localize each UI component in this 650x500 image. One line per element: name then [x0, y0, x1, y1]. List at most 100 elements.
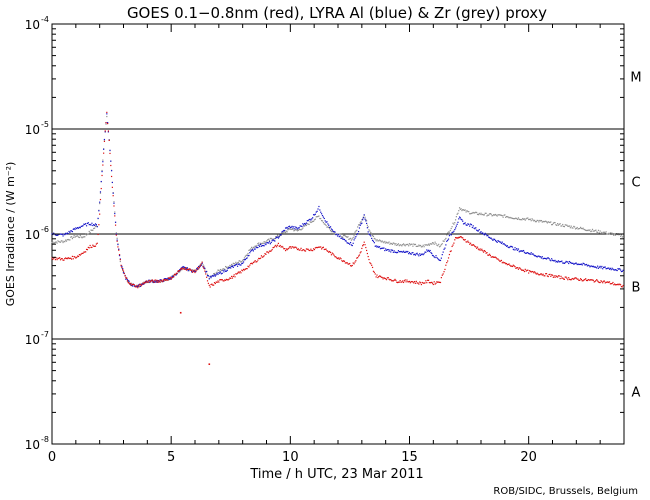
data-point: [517, 249, 519, 251]
data-point: [406, 251, 408, 253]
data-point: [438, 243, 440, 245]
data-point: [310, 219, 312, 221]
data-point: [223, 271, 225, 273]
data-point: [603, 280, 606, 282]
data-point: [118, 254, 121, 256]
data-point: [94, 227, 96, 229]
data-point: [401, 281, 403, 283]
data-point: [309, 249, 311, 252]
data-point: [532, 219, 534, 221]
data-point: [622, 269, 624, 271]
data-point: [328, 251, 330, 253]
data-point: [159, 281, 161, 283]
data-point: [412, 245, 414, 247]
data-point: [360, 251, 362, 253]
data-point: [134, 286, 136, 288]
data-point: [225, 265, 227, 268]
data-point: [484, 212, 486, 214]
data-point: [185, 267, 188, 269]
data-point: [549, 259, 551, 261]
data-point: [397, 250, 400, 252]
data-point: [263, 241, 265, 243]
data-point: [284, 248, 286, 250]
data-point: [118, 254, 121, 257]
data-point: [589, 266, 591, 268]
data-point: [421, 281, 423, 284]
data-point: [248, 249, 250, 252]
data-point: [483, 249, 486, 252]
data-point: [276, 236, 278, 238]
data-point: [611, 232, 613, 234]
data-point: [573, 225, 575, 228]
data-point: [398, 251, 400, 253]
data-point: [501, 241, 503, 243]
data-point: [597, 280, 599, 282]
data-point: [400, 244, 402, 246]
data-point: [428, 244, 430, 246]
data-point: [162, 280, 165, 282]
data-point: [583, 279, 585, 281]
data-point: [433, 243, 435, 245]
data-point: [105, 123, 107, 125]
data-point: [414, 280, 416, 283]
data-point: [284, 229, 286, 232]
data-point: [115, 232, 117, 234]
data-point: [83, 236, 85, 238]
data-point: [339, 257, 341, 259]
data-point: [386, 249, 388, 251]
data-point: [294, 228, 296, 230]
data-point: [427, 250, 429, 252]
data-point: [593, 281, 595, 283]
data-point: [508, 217, 510, 219]
data-point: [215, 281, 217, 283]
data-point: [260, 255, 263, 257]
data-point: [455, 237, 457, 239]
data-point: [63, 240, 65, 242]
data-point: [320, 218, 322, 220]
data-point: [138, 285, 140, 287]
data-point: [382, 241, 384, 243]
data-point: [188, 270, 190, 272]
data-point: [121, 266, 123, 269]
data-point: [468, 241, 470, 244]
data-point: [222, 269, 224, 272]
data-point: [61, 240, 63, 242]
data-point: [518, 251, 520, 253]
data-point: [459, 236, 461, 238]
data-point: [269, 237, 271, 240]
data-point: [331, 252, 333, 254]
data-point: [488, 213, 491, 215]
data-point: [70, 230, 73, 232]
data-point: [346, 242, 348, 244]
x-tick-label: 15: [401, 450, 418, 465]
data-point: [243, 259, 246, 261]
data-point: [242, 258, 245, 261]
data-point: [207, 275, 210, 277]
data-point: [503, 243, 505, 245]
data-point: [94, 245, 97, 247]
data-point: [300, 229, 302, 231]
data-point: [500, 214, 503, 216]
data-point: [195, 269, 197, 271]
data-point: [238, 272, 240, 274]
data-point: [357, 226, 359, 228]
data-point: [531, 253, 533, 255]
data-point: [392, 251, 394, 253]
data-point: [257, 243, 259, 245]
data-point: [506, 264, 508, 266]
data-point: [245, 257, 247, 260]
data-point: [219, 279, 222, 281]
data-point: [357, 257, 359, 259]
data-point: [210, 277, 212, 279]
data-point: [568, 277, 570, 279]
data-point: [593, 266, 595, 268]
data-point: [614, 283, 616, 285]
data-point: [323, 223, 325, 225]
data-point: [145, 281, 148, 284]
data-point: [476, 230, 479, 232]
data-point: [98, 210, 100, 212]
data-point: [213, 272, 216, 275]
data-point: [84, 223, 86, 226]
data-point: [540, 257, 543, 259]
data-point: [500, 259, 503, 262]
